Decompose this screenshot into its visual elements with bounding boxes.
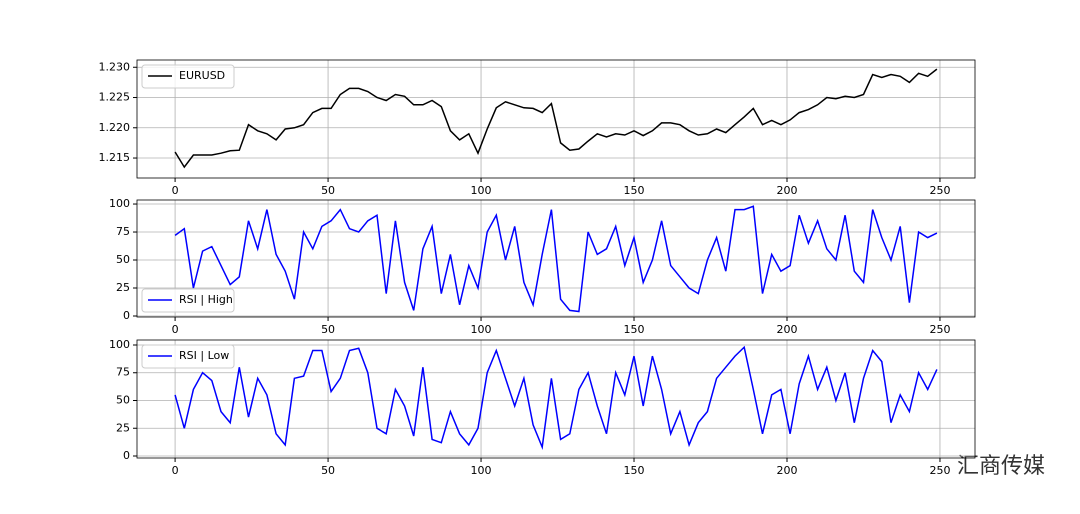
legend-box: [141, 344, 235, 369]
data-line: [174, 345, 938, 450]
legend-label: RSI | High: [179, 293, 233, 306]
y-tick-label: 1.230: [99, 60, 131, 73]
y-tick-label: 25: [116, 281, 130, 294]
x-tick-label: 0: [172, 323, 179, 336]
y-tick-label: 0: [123, 309, 130, 322]
legend-box: [141, 288, 235, 313]
x-tick-label: 0: [172, 464, 179, 477]
x-tick-label: 150: [624, 464, 645, 477]
y-tick-label: 1.215: [99, 151, 131, 164]
x-tick-label: 200: [776, 464, 797, 477]
legend-label: RSI | Low: [179, 349, 229, 362]
x-tick-label: 150: [624, 184, 645, 197]
y-tick-label: 75: [116, 225, 130, 238]
x-tick-label: 100: [471, 464, 492, 477]
x-tick-label: 50: [321, 464, 335, 477]
x-tick-label: 0: [172, 184, 179, 197]
x-tick-label: 50: [321, 323, 335, 336]
y-tick-label: 75: [116, 366, 130, 379]
x-tick-label: 150: [624, 323, 645, 336]
axes-frame: [136, 199, 976, 318]
x-tick-label: 100: [471, 184, 492, 197]
x-tick-label: 200: [776, 323, 797, 336]
y-tick-label: 50: [116, 253, 130, 266]
legend-box: [141, 64, 235, 89]
x-tick-label: 100: [471, 323, 492, 336]
x-tick-label: 50: [321, 184, 335, 197]
x-tick-label: 200: [776, 184, 797, 197]
x-tick-label: 250: [929, 464, 950, 477]
y-tick-label: 1.220: [99, 121, 131, 134]
data-line: [174, 205, 938, 313]
legend-label: EURUSD: [179, 69, 225, 82]
y-tick-label: 25: [116, 421, 130, 434]
axes-frame: [136, 59, 976, 179]
y-tick-label: 50: [116, 393, 130, 406]
data-line: [174, 68, 938, 169]
y-tick-label: 100: [109, 338, 130, 351]
y-tick-label: 1.225: [99, 91, 131, 104]
x-tick-label: 250: [929, 323, 950, 336]
y-tick-label: 100: [109, 197, 130, 210]
y-tick-label: 0: [123, 449, 130, 462]
axes-frame: [136, 339, 976, 459]
x-tick-label: 250: [929, 184, 950, 197]
